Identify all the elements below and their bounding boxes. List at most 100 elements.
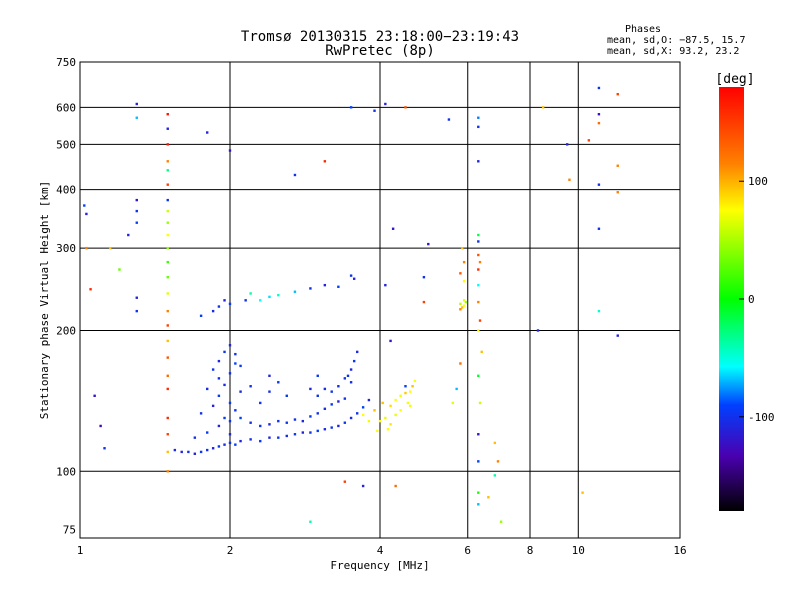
data-point (187, 450, 190, 454)
data-point (166, 275, 169, 279)
data-point (293, 290, 297, 293)
data-point (228, 419, 232, 423)
data-point (384, 283, 387, 287)
data-point (367, 398, 371, 402)
data-point (330, 403, 333, 406)
data-point (166, 356, 169, 359)
data-point (394, 413, 397, 417)
x-tick-label: 8 (527, 544, 534, 557)
data-point (259, 424, 262, 428)
data-point (268, 423, 271, 426)
data-point (477, 491, 480, 494)
data-point (378, 419, 382, 423)
data-point (389, 339, 392, 343)
data-point (135, 296, 138, 299)
data-point (384, 102, 387, 106)
y-tick-label: 100 (56, 465, 76, 478)
data-point (135, 198, 138, 202)
data-point (239, 416, 242, 420)
data-point (373, 409, 376, 412)
data-point (217, 305, 221, 308)
data-point (85, 212, 88, 216)
data-point (135, 309, 138, 313)
data-point (166, 450, 169, 454)
data-point (166, 416, 169, 420)
data-point (285, 394, 288, 398)
data-point (461, 246, 464, 250)
data-point (166, 113, 169, 116)
data-point (223, 383, 226, 387)
data-point (597, 227, 601, 230)
data-point (406, 401, 410, 405)
data-point (309, 387, 312, 391)
x-tick-label: 1 (77, 544, 84, 557)
data-point (487, 496, 490, 499)
data-point (118, 268, 121, 271)
data-point (616, 191, 619, 194)
data-point (166, 246, 169, 250)
data-point (394, 398, 397, 402)
data-point (234, 362, 237, 365)
data-point (381, 401, 384, 405)
data-point (285, 421, 288, 424)
data-point (205, 448, 209, 452)
data-point (376, 429, 379, 433)
data-point (228, 344, 232, 347)
data-point (459, 272, 462, 275)
data-point (249, 421, 252, 424)
data-point (249, 292, 252, 295)
data-point (217, 394, 221, 398)
data-point (239, 439, 242, 443)
data-point (323, 387, 327, 391)
data-point (394, 484, 397, 488)
data-point (211, 368, 215, 371)
y-axis-label: Stationary phase Virtual Height [km] (38, 181, 51, 419)
data-point (477, 240, 480, 243)
data-point (166, 470, 169, 473)
data-point (277, 293, 280, 297)
data-point (180, 450, 183, 454)
data-point (477, 283, 480, 287)
colorbar-label: [deg] (715, 72, 754, 87)
data-point (199, 450, 203, 454)
data-point (337, 385, 340, 388)
data-point (477, 116, 480, 119)
data-point (217, 445, 221, 448)
data-point (211, 309, 215, 313)
data-point (268, 390, 271, 393)
data-point (301, 419, 305, 423)
data-point (173, 448, 177, 452)
data-point (277, 381, 280, 384)
data-point (223, 416, 226, 420)
data-point (477, 329, 480, 332)
data-point (249, 438, 252, 441)
data-point (349, 416, 353, 420)
data-point (355, 412, 359, 415)
data-point (462, 304, 466, 307)
data-point (404, 391, 407, 395)
data-point (409, 404, 412, 408)
data-point (99, 424, 102, 428)
data-point (199, 314, 203, 317)
data-point (462, 299, 466, 302)
x-tick-label: 10 (572, 544, 585, 557)
data-point (135, 102, 138, 106)
grid (80, 62, 680, 538)
data-point (259, 401, 262, 405)
data-point (367, 419, 371, 423)
data-point (343, 421, 347, 424)
data-point (166, 143, 169, 146)
data-point (477, 374, 480, 378)
data-point (293, 173, 297, 177)
data-point (499, 520, 503, 523)
data-point (422, 275, 426, 279)
data-point (166, 433, 169, 436)
data-point (166, 127, 169, 130)
data-point (135, 116, 138, 119)
data-point (83, 204, 86, 207)
data-point (409, 390, 412, 393)
data-point (228, 302, 232, 306)
x-tick-label: 6 (464, 544, 471, 557)
data-point (166, 221, 169, 224)
data-point (211, 447, 215, 450)
